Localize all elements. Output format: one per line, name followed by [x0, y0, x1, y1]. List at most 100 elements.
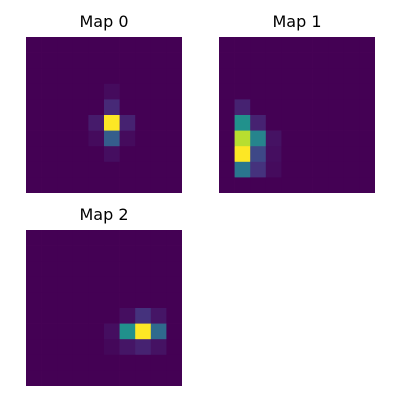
heatmap-cell [41, 37, 58, 53]
heatmap-cell [135, 99, 152, 116]
heatmap-cell [26, 161, 42, 178]
heatmap-cell [135, 52, 152, 69]
heatmap-cell [135, 339, 152, 356]
heatmap-cell [72, 245, 89, 262]
heatmap-cell [135, 177, 152, 193]
heatmap-cell [135, 68, 152, 85]
heatmap-cell [104, 99, 120, 116]
heatmap-cell [119, 292, 136, 309]
heatmap-cell [104, 261, 120, 278]
heatmap-cell [343, 37, 360, 53]
heatmap-cell [57, 177, 74, 193]
heatmap-cell [88, 146, 105, 163]
heatmap-cell [135, 37, 152, 53]
chart-title: Map 0 [79, 12, 129, 31]
heatmap-cell [135, 308, 152, 324]
heatmap-cell [297, 83, 313, 100]
heatmap-cell [119, 83, 136, 100]
heatmap-cell [41, 370, 58, 386]
heatmap-cell [104, 245, 120, 262]
heatmap-cell [312, 177, 329, 193]
heatmap-cell [359, 83, 375, 100]
heatmap-cell [41, 308, 58, 324]
heatmap-cell [343, 177, 360, 193]
heatmap-cell [150, 230, 167, 246]
heatmap-cell [72, 308, 89, 324]
heatmap-cell [88, 292, 105, 309]
heatmap-cell [57, 115, 74, 131]
heatmap-cell [234, 130, 251, 147]
heatmap-cell [119, 308, 136, 324]
heatmap-cell [343, 52, 360, 69]
heatmap-cell [359, 68, 375, 85]
heatmap-cell [72, 68, 89, 85]
heatmap-cell [265, 52, 282, 69]
heatmap-cell [359, 37, 375, 53]
heatmap-cell [57, 68, 74, 85]
heatmap-cell [343, 99, 360, 116]
heatmap-cell [41, 68, 58, 85]
heatmap-cell [250, 52, 267, 69]
heatmap-cell [41, 146, 58, 163]
heatmap-cell [88, 115, 105, 131]
heatmap-cell [343, 115, 360, 131]
heatmap-cell [328, 115, 345, 131]
heatmap-cell [26, 177, 42, 193]
heatmap-cell [88, 99, 105, 116]
heatmap-cell [166, 230, 182, 246]
heatmap-cell [72, 276, 89, 293]
heatmap-cell [57, 161, 74, 178]
heatmap-cell [72, 323, 89, 340]
heatmap-cell [88, 276, 105, 293]
heatmap-cell [343, 68, 360, 85]
heatmap-cell [359, 177, 375, 193]
heatmap-cell [72, 161, 89, 178]
heatmap-cell [119, 99, 136, 116]
heatmap-cell [26, 339, 42, 356]
heatmap-cell [265, 115, 282, 131]
heatmap-cell [57, 83, 74, 100]
heatmap-cell [219, 130, 235, 147]
heatmap-cell [88, 83, 105, 100]
heatmap-cell [88, 68, 105, 85]
heatmap-cell [88, 370, 105, 386]
heatmap-cell [41, 130, 58, 147]
heatmap-cell [26, 130, 42, 147]
heatmap-cell [26, 354, 42, 371]
heatmap-cell [150, 99, 167, 116]
heatmap-cell [72, 99, 89, 116]
heatmap-cell [219, 146, 235, 163]
heatmap-cell [57, 245, 74, 262]
heatmap-cell [72, 370, 89, 386]
chart-title: Map 2 [79, 205, 129, 224]
heatmap-cell [328, 161, 345, 178]
heatmap-cell [281, 177, 298, 193]
heatmap-cell [166, 354, 182, 371]
heatmap-cell [297, 37, 313, 53]
heatmap-cell [41, 161, 58, 178]
heatmap-cell [312, 83, 329, 100]
heatmap-cell [104, 146, 120, 163]
heatmap-cell [104, 83, 120, 100]
heatmap-cell [166, 115, 182, 131]
heatmap-cell [135, 261, 152, 278]
heatmap-cell [135, 115, 152, 131]
heatmap-cell [281, 68, 298, 85]
heatmap-cell [41, 83, 58, 100]
heatmap-cell [150, 52, 167, 69]
heatmap-cell [297, 161, 313, 178]
heatmap-cell [281, 52, 298, 69]
heatmap-cell [57, 52, 74, 69]
heatmap-cell [26, 261, 42, 278]
heatmap-cell [343, 83, 360, 100]
heatmap-cell [104, 130, 120, 147]
heatmap-cell [297, 115, 313, 131]
heatmap-cell [88, 177, 105, 193]
heatmap-cell [119, 323, 136, 340]
heatmap-cell [150, 161, 167, 178]
heatmap-cell [26, 37, 42, 53]
heatmap-cell [88, 354, 105, 371]
heatmap-cell [41, 99, 58, 116]
heatmap-cell [41, 292, 58, 309]
heatmap-cell [41, 230, 58, 246]
